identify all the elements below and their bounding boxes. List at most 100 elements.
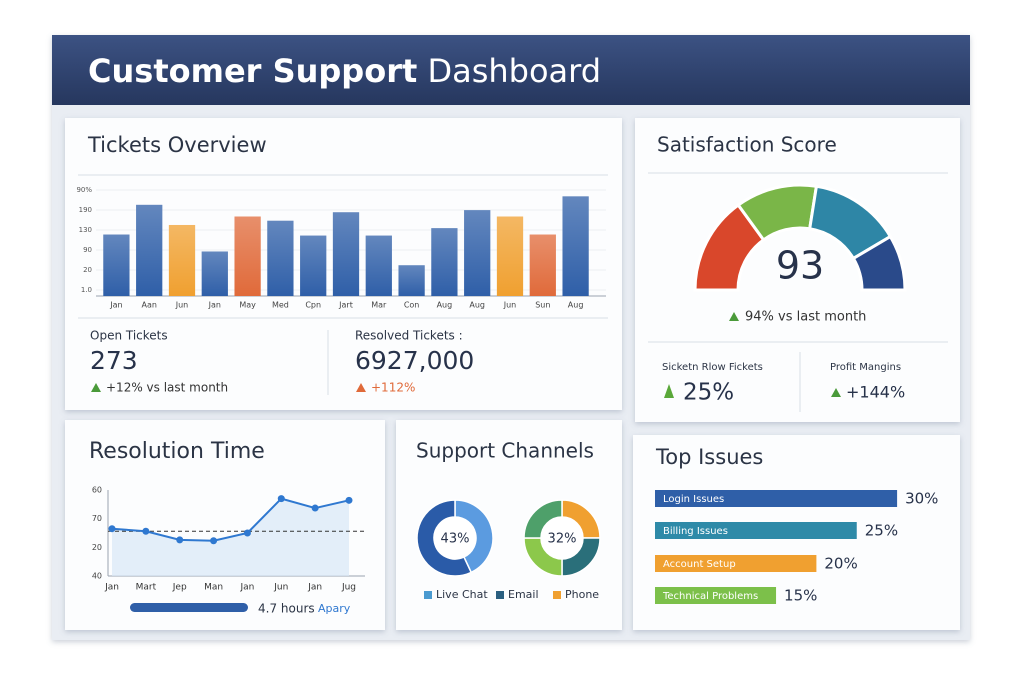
x-tick-label: Aan [141, 301, 156, 310]
donut-label: 43% [441, 532, 470, 547]
point [311, 504, 319, 512]
score-change: 94% vs last month [745, 310, 866, 325]
panel-title: Satisfaction Score [657, 133, 837, 157]
y-tick-label: 70 [92, 514, 102, 523]
header-bar [52, 35, 970, 105]
x-tick-label: Med [272, 301, 289, 310]
stat-change: +112% [371, 381, 415, 395]
panel-title: Top Issues [655, 445, 763, 469]
x-tick-label: Con [404, 301, 420, 310]
stat-change: +12% vs last month [106, 381, 228, 395]
legend-swatch [496, 591, 504, 599]
issue-value: 15% [784, 587, 817, 605]
line [111, 497, 350, 542]
legend-swatch [424, 591, 432, 599]
y-tick-label: 1.0 [81, 286, 92, 294]
panel-title: Resolution Time [89, 439, 265, 464]
stat-value: +144% [846, 383, 905, 402]
x-tick-label: Cpn [305, 301, 321, 310]
bar-shine [562, 196, 589, 296]
x-tick-label: Jan [104, 583, 119, 593]
bar-shine [168, 224, 196, 296]
progress-bar [130, 603, 248, 612]
issue-label: Login Issues [663, 494, 724, 505]
bar-shine [496, 216, 524, 296]
x-tick-label: Aug [568, 301, 584, 310]
stat-label: Profit Mangins [830, 362, 901, 373]
point [345, 496, 353, 504]
bar-shine [398, 265, 425, 296]
bar-shine [300, 235, 327, 296]
up-arrow [356, 383, 366, 392]
stat-label: Resolved Tickets : [355, 329, 463, 343]
up-arrow [664, 384, 674, 398]
issue-bar [655, 490, 898, 507]
point [243, 529, 251, 537]
title-bold: Customer Support [88, 52, 417, 90]
legend-label: Phone [565, 588, 599, 601]
score: 93 [776, 244, 824, 288]
x-tick-label: Jep [172, 583, 187, 593]
up-arrow [831, 388, 841, 397]
stat-value: 273 [90, 346, 138, 375]
x-tick-label: May [239, 301, 256, 310]
y-tick-label: 130 [79, 226, 92, 234]
panel-title: Tickets Overview [87, 133, 267, 157]
point [176, 536, 184, 544]
bar-shine [332, 212, 360, 296]
panel-title: Support Channels [416, 439, 594, 463]
bar-shine [103, 234, 130, 296]
gauge-segment [851, 234, 907, 292]
bar-shine [464, 210, 491, 296]
x-tick-label: Jan [307, 583, 322, 593]
stat-value: 6927,000 [355, 346, 474, 375]
issue-value: 25% [865, 522, 898, 540]
y-tick-label: 90 [83, 246, 92, 254]
bar-shine [136, 204, 163, 296]
donut-hole [541, 517, 583, 559]
bar-shine [201, 251, 228, 296]
header-title: Customer Support Dashboard [88, 52, 601, 90]
issue-bar [655, 555, 817, 572]
issue-label: Billing Issues [663, 526, 728, 537]
legend-label: Live Chat [436, 588, 488, 601]
donut-hole [434, 517, 476, 559]
bar-shine [234, 216, 261, 296]
issue-label: Technical Problems [662, 591, 758, 602]
y-tick-label: 20 [92, 543, 102, 552]
point [210, 537, 218, 545]
x-tick-label: Jan [208, 301, 221, 310]
stat-label: Open Tickets [90, 329, 168, 343]
dividers [78, 172, 948, 412]
x-tick-label: Man [204, 583, 223, 593]
up-arrow [729, 312, 739, 321]
issue-value: 30% [905, 490, 938, 508]
bar-shine [431, 228, 458, 296]
point [142, 527, 150, 535]
bar-shine [365, 235, 392, 296]
legend-swatch [553, 591, 561, 599]
donut-label: 32% [548, 532, 577, 547]
x-tick-label: Jan [109, 301, 122, 310]
y-tick-label: 90% [76, 186, 92, 194]
x-tick-label: Jun [273, 583, 288, 593]
issue-value: 20% [824, 555, 857, 573]
x-tick-label: Jun [503, 301, 517, 310]
x-tick-label: Aug [469, 301, 485, 310]
y-tick-label: 20 [83, 266, 92, 274]
stat-value: 25% [683, 380, 734, 406]
y-tick-label: 60 [92, 486, 102, 495]
issue-bar [655, 587, 777, 604]
y-tick-label: 40 [92, 572, 102, 581]
x-tick-label: Aug [437, 301, 453, 310]
bar-shine [267, 220, 294, 296]
x-tick-label: Jan [239, 583, 254, 593]
title-rest: Dashboard [427, 52, 601, 90]
up-arrow [91, 383, 101, 392]
x-tick-label: Jart [338, 301, 353, 310]
bar-shine [529, 234, 556, 296]
link[interactable]: Apary [318, 602, 351, 615]
stat-label: Sicketn Rlow Fickets [662, 362, 763, 373]
x-tick-label: Mar [371, 301, 387, 310]
